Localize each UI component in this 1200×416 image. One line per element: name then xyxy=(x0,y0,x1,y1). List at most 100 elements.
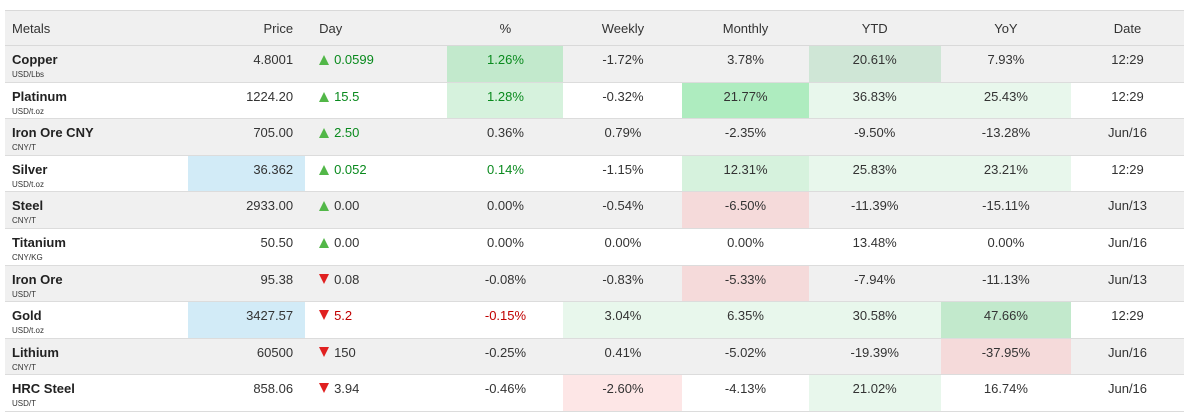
monthly-cell: -6.50% xyxy=(682,191,809,229)
monthly-cell: -5.02% xyxy=(724,344,767,360)
down-arrow-icon xyxy=(319,346,330,357)
table-row: Titanium CNY/KG 50.50 0.00 0.00% 0.00% 0.… xyxy=(5,228,1184,266)
ytd-cell: -11.39% xyxy=(850,198,899,214)
price-cell: 2933.00 xyxy=(246,198,294,214)
metals-table-container: Metals Price Day % Weekly Monthly YTD Yo… xyxy=(5,10,1184,412)
metal-unit: CNY/T xyxy=(12,362,36,372)
percent-cell: -0.08% xyxy=(484,271,527,287)
percent-cell: -0.15% xyxy=(484,308,527,324)
weekly-cell: 0.41% xyxy=(604,344,642,360)
weekly-cell: -2.60% xyxy=(563,374,683,412)
metal-unit: USD/t.oz xyxy=(12,179,45,189)
date-cell: 12:29 xyxy=(1111,52,1144,67)
yoy-cell: 16.74% xyxy=(983,381,1028,397)
up-arrow-icon xyxy=(319,55,330,65)
monthly-cell: -2.35% xyxy=(724,125,767,141)
weekly-cell: -0.32% xyxy=(602,88,644,104)
percent-cell: 0.00% xyxy=(487,234,524,250)
header-ytd[interactable]: YTD xyxy=(808,10,941,46)
metal-name-link[interactable]: HRC Steel xyxy=(12,381,75,397)
monthly-cell: 0.00% xyxy=(727,234,764,250)
percent-cell: 1.26% xyxy=(447,45,564,83)
metal-name-link[interactable]: Silver xyxy=(12,161,48,177)
header-percent[interactable]: % xyxy=(447,10,564,46)
day-change: 0.052 xyxy=(334,161,367,177)
price-cell: 705.00 xyxy=(253,125,294,141)
metal-name-link[interactable]: Steel xyxy=(12,198,44,214)
up-arrow-icon xyxy=(319,201,330,212)
header-price[interactable]: Price xyxy=(188,10,306,46)
metal-unit: USD/Lbs xyxy=(12,70,45,79)
ytd-cell: 21.02% xyxy=(808,374,941,412)
metal-name-link[interactable]: Copper xyxy=(12,52,58,67)
ytd-cell: 20.61% xyxy=(808,45,941,83)
ytd-cell: 25.83% xyxy=(808,155,941,192)
table-row: HRC Steel USD/T 858.06 3.94 -0.46% -2.60%… xyxy=(5,374,1184,412)
weekly-cell: -1.72% xyxy=(602,52,644,67)
metal-name-link[interactable]: Gold xyxy=(12,308,42,324)
monthly-cell: 12.31% xyxy=(682,155,809,192)
price-cell: 36.362 xyxy=(188,155,306,192)
weekly-cell: -0.83% xyxy=(602,271,644,287)
date-cell: Jun/16 xyxy=(1107,125,1148,141)
weekly-cell: -0.54% xyxy=(602,198,644,214)
price-cell: 858.06 xyxy=(253,381,294,397)
percent-cell: 0.36% xyxy=(487,125,524,141)
weekly-cell: -1.15% xyxy=(602,161,644,177)
header-yoy[interactable]: YoY xyxy=(940,10,1072,46)
header-row: Metals Price Day % Weekly Monthly YTD Yo… xyxy=(5,10,1184,46)
date-cell: Jun/16 xyxy=(1107,344,1148,360)
metal-name-link[interactable]: Platinum xyxy=(12,88,67,104)
ytd-cell: 13.48% xyxy=(852,234,897,250)
header-monthly[interactable]: Monthly xyxy=(682,10,809,46)
table-row: Iron Ore USD/T 95.38 0.08 -0.08% -0.83% -… xyxy=(5,265,1184,302)
ytd-cell: 30.58% xyxy=(808,301,941,339)
weekly-cell: 0.00% xyxy=(604,234,642,250)
date-cell: 12:29 xyxy=(1111,308,1144,324)
table-row: Lithium CNY/T 60500 150 -0.25% 0.41% -5.0… xyxy=(5,338,1184,375)
metal-name-link[interactable]: Titanium xyxy=(12,234,66,250)
up-arrow-icon xyxy=(319,164,330,175)
table-row: Silver USD/t.oz 36.362 0.052 0.14% -1.15%… xyxy=(5,155,1184,192)
day-change: 15.5 xyxy=(334,88,360,104)
metals-table: Metals Price Day % Weekly Monthly YTD Yo… xyxy=(5,10,1184,412)
header-date[interactable]: Date xyxy=(1071,10,1184,46)
up-arrow-icon xyxy=(319,237,330,248)
yoy-cell: 23.21% xyxy=(940,155,1072,192)
up-arrow-icon xyxy=(319,91,330,102)
weekly-cell: 3.04% xyxy=(563,301,683,339)
percent-cell: 0.14% xyxy=(487,161,524,177)
date-cell: Jun/16 xyxy=(1107,381,1148,397)
up-arrow-icon xyxy=(319,128,330,139)
metal-name-link[interactable]: Lithium xyxy=(12,344,59,360)
yoy-cell: 0.00% xyxy=(987,234,1025,250)
down-arrow-icon xyxy=(319,310,330,321)
day-change: 2.50 xyxy=(334,125,360,141)
date-cell: 12:29 xyxy=(1111,161,1144,177)
header-metals[interactable]: Metals xyxy=(5,10,189,46)
weekly-cell: 0.79% xyxy=(604,125,642,141)
header-weekly[interactable]: Weekly xyxy=(563,10,683,46)
down-arrow-icon xyxy=(319,273,330,284)
yoy-cell: 47.66% xyxy=(940,301,1072,339)
header-day[interactable]: Day xyxy=(305,10,448,46)
metal-name-link[interactable]: Iron Ore CNY xyxy=(12,125,94,141)
metal-name-link[interactable]: Iron Ore xyxy=(12,271,63,287)
metal-unit: CNY/KG xyxy=(12,252,43,262)
metal-unit: USD/t.oz xyxy=(12,326,45,336)
ytd-cell: -7.94% xyxy=(854,271,896,287)
day-change: 150 xyxy=(334,344,356,360)
metal-unit: USD/T xyxy=(12,399,36,409)
price-cell: 95.38 xyxy=(260,271,294,287)
price-cell: 50.50 xyxy=(260,234,294,250)
day-change: 0.00 xyxy=(334,198,360,214)
yoy-cell: 7.93% xyxy=(987,52,1025,67)
percent-cell: -0.25% xyxy=(484,344,527,360)
table-row: Platinum USD/t.oz 1224.20 15.5 1.28% -0.3… xyxy=(5,82,1184,119)
price-cell: 1224.20 xyxy=(246,88,294,104)
day-change: 0.0599 xyxy=(334,52,374,67)
date-cell: Jun/13 xyxy=(1107,271,1148,287)
day-change: 5.2 xyxy=(334,308,353,324)
metal-unit: USD/t.oz xyxy=(12,106,45,116)
table-row: Iron Ore CNY CNY/T 705.00 2.50 0.36% 0.79… xyxy=(5,118,1184,156)
